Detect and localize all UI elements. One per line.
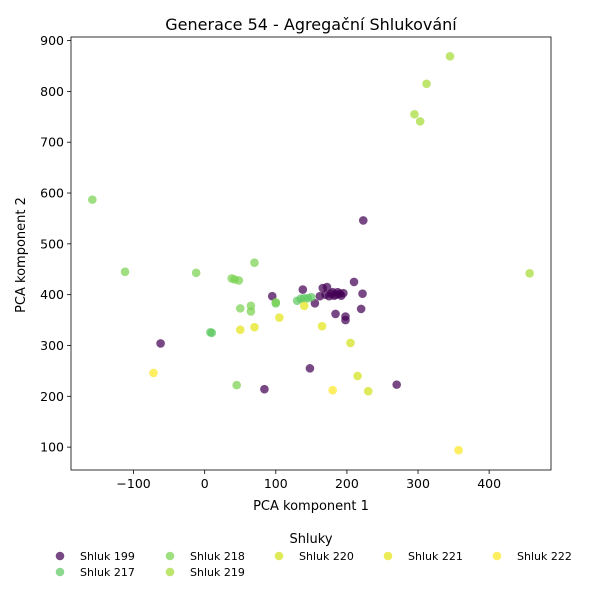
data-point (232, 380, 241, 390)
x-tick-label: 0 (201, 476, 209, 491)
legend-entry-label: Shluk 221 (408, 550, 463, 563)
y-tick-label: 300 (40, 338, 64, 353)
x-tick-label: 200 (335, 476, 359, 491)
data-point (346, 338, 355, 348)
data-point (356, 304, 366, 314)
data-point (88, 195, 97, 204)
data-point (250, 322, 259, 332)
legend: Shluk 199 Shluk 217 Shluk 218 Shluk 219 Shlu… (55, 550, 572, 579)
legend-entry-label: Shluk 217 (80, 566, 135, 579)
plot-frame (70, 36, 552, 471)
plot-points (88, 52, 534, 455)
legend-entry-label: Shluk 222 (517, 550, 572, 563)
legend-marker (165, 551, 175, 561)
data-point (250, 258, 259, 267)
legend-entry-label: Shluk 219 (190, 566, 245, 579)
y-tick-label: 100 (40, 440, 64, 455)
data-point (246, 301, 256, 311)
data-point (353, 371, 362, 381)
data-point (410, 109, 419, 119)
legend-title: Shluky (289, 532, 332, 547)
y-axis-label: PCA komponent 2 (14, 197, 29, 313)
data-point (445, 52, 455, 61)
data-point (275, 313, 284, 322)
y-axis-ticks: 100 200 300 400 500 600 700 800 900 (40, 33, 71, 455)
legend-entry-label: Shluk 220 (299, 550, 354, 563)
chart-title: Generace 54 - Agregační Shlukování (165, 15, 457, 34)
x-tick-label: 300 (406, 476, 430, 491)
data-point (305, 364, 315, 373)
data-point (392, 380, 401, 389)
legend-marker (492, 551, 502, 561)
x-axis-ticks: −100 0 100 200 300 400 (116, 470, 501, 491)
legend-marker (55, 567, 65, 577)
legend-marker (274, 551, 284, 561)
x-tick-label: −100 (116, 476, 150, 491)
data-point (317, 321, 327, 331)
legend-marker (165, 567, 175, 577)
legend-marker (55, 551, 65, 561)
data-point (322, 282, 332, 292)
data-point (235, 325, 245, 335)
data-point (358, 216, 368, 225)
data-point (363, 386, 373, 396)
data-point (234, 276, 244, 285)
data-point (525, 269, 534, 278)
y-tick-label: 800 (40, 84, 64, 99)
y-tick-label: 400 (40, 287, 64, 302)
data-point (307, 292, 316, 302)
data-point (271, 297, 281, 307)
data-point (156, 339, 165, 348)
data-point (191, 268, 201, 278)
data-point (415, 117, 425, 126)
legend-entry-label: Shluk 218 (190, 550, 245, 563)
data-point (339, 288, 348, 298)
y-tick-label: 500 (40, 236, 64, 251)
data-point (207, 328, 217, 338)
data-point (149, 368, 158, 378)
y-tick-label: 700 (40, 135, 64, 150)
y-tick-label: 900 (40, 33, 64, 48)
y-tick-label: 200 (40, 389, 64, 404)
data-point (235, 304, 245, 313)
x-axis-label: PCA komponent 1 (253, 499, 369, 514)
data-point (422, 79, 431, 89)
data-point (341, 312, 350, 321)
data-point (454, 445, 463, 455)
x-tick-label: 400 (477, 476, 501, 491)
data-point (349, 277, 359, 287)
x-tick-label: 100 (264, 476, 288, 491)
legend-marker (383, 551, 393, 561)
data-point (328, 385, 337, 395)
data-point (260, 384, 269, 394)
data-point (358, 289, 367, 298)
data-point (298, 285, 308, 294)
data-point (331, 309, 340, 319)
legend-entry-label: Shluk 199 (80, 550, 135, 563)
data-point (120, 267, 130, 277)
data-point (299, 301, 309, 311)
y-tick-label: 600 (40, 186, 64, 201)
